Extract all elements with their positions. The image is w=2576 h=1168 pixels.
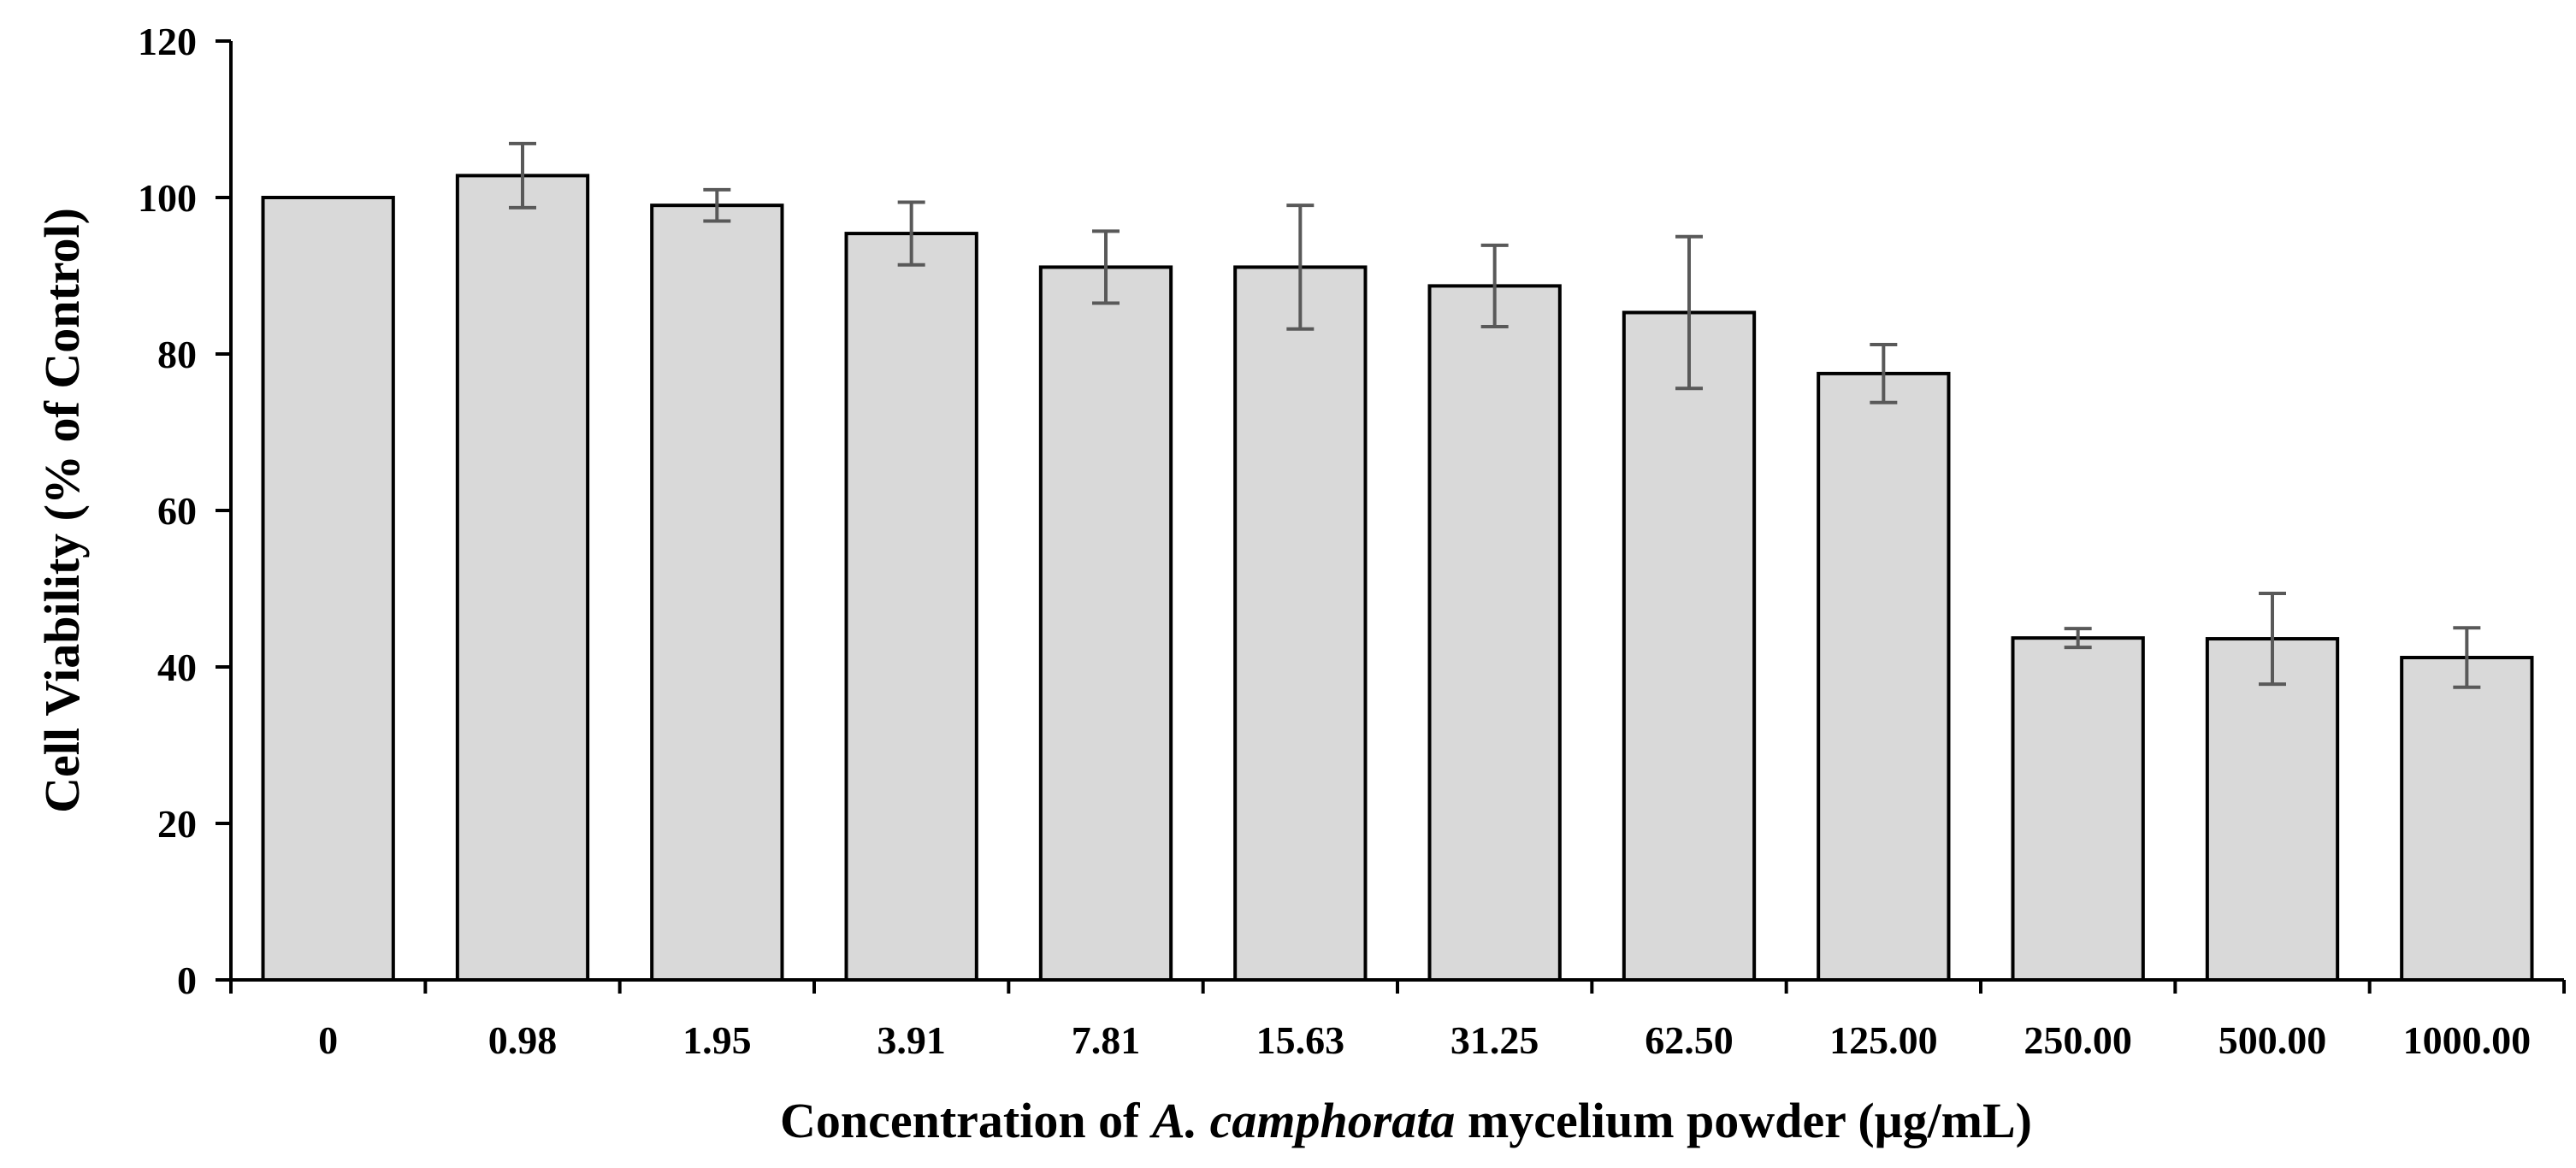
y-tick-label: 80: [157, 333, 197, 376]
bar-3.91: [844, 232, 978, 982]
y-ticks-layer: 0 20 40 60 80 100 120: [138, 20, 231, 1002]
bar-31.25: [1427, 284, 1562, 982]
bar-1.95: [650, 204, 784, 982]
y-tick-label: 100: [138, 176, 197, 220]
x-tick-label: 0.98: [488, 1018, 558, 1062]
x-tick-label: 500.00: [2219, 1018, 2327, 1062]
y-tick-label: 60: [157, 489, 197, 533]
bar-7.81: [1038, 265, 1173, 982]
x-axis-title-suffix: mycelium powder (μg/mL): [1455, 1093, 2032, 1148]
x-tick-label: 31.25: [1450, 1018, 1539, 1062]
error-bars-layer: [509, 141, 2481, 689]
x-tick-label: 125.00: [1829, 1018, 1938, 1062]
bar-62.50: [1622, 310, 1757, 982]
y-tick-label: 20: [157, 802, 197, 846]
y-axis-title: Cell Viability (% of Control): [34, 208, 90, 813]
x-tick-label: 250.00: [2024, 1018, 2132, 1062]
x-tick-label: 62.50: [1645, 1018, 1734, 1062]
x-tick-label: 15.63: [1256, 1018, 1345, 1062]
x-ticks-layer: 0 0.98 1.95 3.91 7.81 15.63 31.25 62.50 125.00 25…: [229, 980, 2566, 1062]
x-tick-label: 1.95: [682, 1018, 752, 1062]
bar-125.00: [1817, 371, 1951, 982]
bar-15.63: [1233, 265, 1368, 982]
bar-0.98: [455, 174, 590, 982]
bar-1000.00: [2400, 656, 2534, 982]
bar-0: [261, 196, 395, 982]
x-tick-label: 0: [318, 1018, 338, 1062]
bars-layer: [261, 174, 2534, 982]
x-tick-label: 7.81: [1072, 1018, 1141, 1062]
bar-250.00: [2011, 636, 2145, 982]
x-axis-title-species: A. camphorata: [1149, 1093, 1456, 1148]
y-tick-label: 40: [157, 646, 197, 689]
x-axis-title: Concentration of A. camphorata mycelium …: [780, 1093, 2032, 1148]
x-tick-label: 3.91: [877, 1018, 946, 1062]
y-tick-label: 0: [177, 959, 197, 1002]
bar-500.00: [2205, 637, 2340, 982]
y-tick-label: 120: [138, 20, 197, 63]
x-axis-title-prefix: Concentration of: [780, 1093, 1152, 1148]
x-tick-label: 1000.00: [2403, 1018, 2532, 1062]
